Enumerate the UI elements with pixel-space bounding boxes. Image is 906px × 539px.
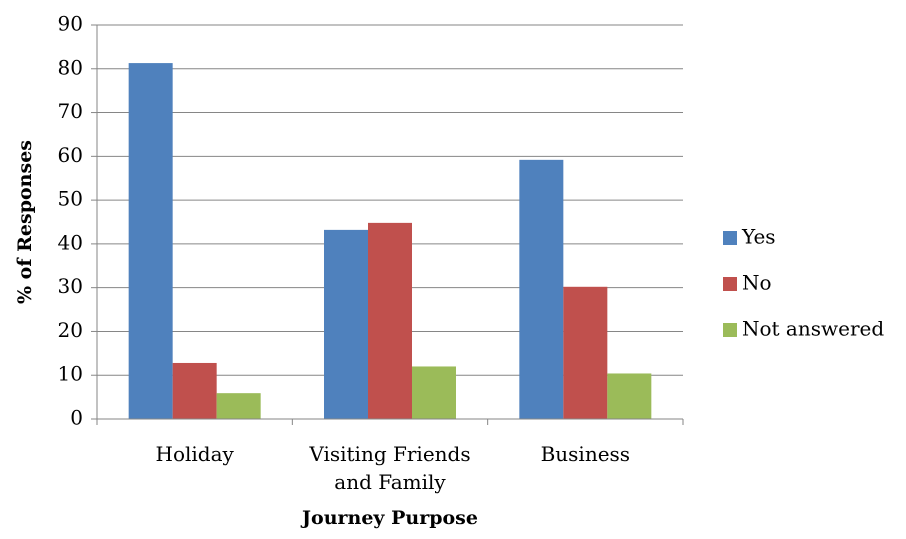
bar-yes [519,159,564,419]
legend-label: Yes [741,225,776,249]
axes [96,25,684,425]
gridlines [97,24,683,376]
y-tick-label: 20 [58,318,83,342]
bar-no [172,362,217,419]
x-category-label: Visiting Friends [308,442,470,466]
y-tick-label: 60 [58,143,83,167]
bar-yes [128,63,173,419]
legend-label: No [742,271,772,295]
x-axis-title: Journey Purpose [300,507,478,529]
x-category-label: and Family [334,470,446,494]
y-tick-label: 10 [58,362,83,386]
bar-not-answered [607,373,652,419]
y-tick-labels: 0 10 20 30 40 50 60 70 80 90 [58,12,97,430]
bar-no [563,286,608,419]
x-category-label: Business [541,442,630,466]
bar-yes [324,229,368,419]
y-tick-label: 90 [58,12,83,36]
bar-no [368,222,412,419]
legend-swatch [723,323,737,337]
y-tick-label: 80 [58,55,83,79]
x-category-labels: Holiday Visiting Friends and Family Busines… [156,442,631,494]
y-tick-label: 40 [58,230,83,254]
y-tick-label: 70 [58,99,83,123]
bar-not-answered [412,366,456,419]
x-category-label: Holiday [156,442,235,466]
y-axis-title: % of Responses [14,140,36,304]
legend-label: Not answered [742,317,884,341]
legend: Yes No Not answered [723,225,884,341]
y-tick-label: 30 [58,274,83,298]
bar-not-answered [216,393,261,419]
legend-swatch [723,277,737,291]
legend-swatch [723,231,737,245]
y-tick-label: 0 [70,406,83,430]
y-tick-label: 50 [58,187,83,211]
bars [128,63,652,419]
